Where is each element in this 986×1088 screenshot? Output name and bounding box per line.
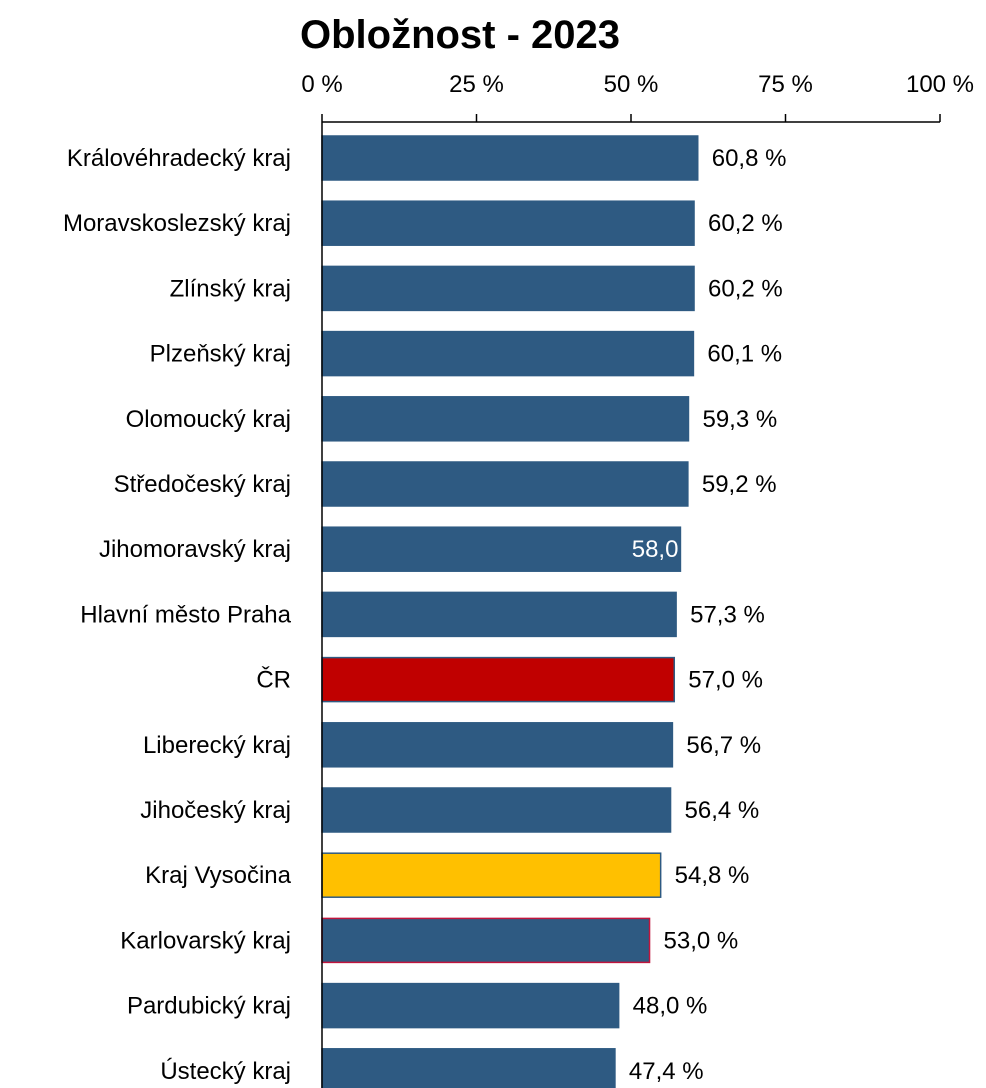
- data-label: 60,2 %: [708, 210, 783, 237]
- category-label: Jihomoravský kraj: [99, 536, 291, 563]
- data-labels: 60,8 % 60,2 % 60,2 % 60,1 % 59,3 % 59,2 % 58,0…: [629, 145, 787, 1085]
- data-label: 60,8 %: [712, 145, 787, 172]
- bar: [321, 265, 695, 312]
- category-label: Liberecký kraj: [143, 732, 291, 759]
- category-label: ČR: [256, 666, 291, 694]
- data-label: 47,4 %: [629, 1058, 704, 1085]
- bar: [321, 787, 672, 833]
- bar: [321, 591, 677, 638]
- data-label: 57,3 %: [690, 601, 765, 628]
- x-tick-label: 75 %: [758, 71, 813, 98]
- bar: [321, 526, 682, 572]
- category-label: Moravskoslezský kraj: [63, 210, 291, 237]
- x-axis: 0 % 25 % 50 % 75 % 100 %: [301, 71, 974, 123]
- data-label: 58,0: [632, 536, 679, 563]
- bar: [321, 917, 651, 964]
- category-label: Středočeský kraj: [114, 471, 291, 498]
- category-label: Ústecký kraj: [160, 1058, 291, 1085]
- chart-title: Obložnost - 2023: [300, 13, 620, 57]
- bars: [321, 135, 699, 1088]
- data-label: 48,0 %: [633, 993, 708, 1020]
- category-label: Jihočeský kraj: [140, 797, 291, 824]
- data-label: 59,2 %: [702, 471, 777, 498]
- data-label: 60,1 %: [707, 341, 782, 368]
- x-tick-label: 0 %: [301, 71, 342, 98]
- x-tick-label: 100 %: [906, 71, 974, 98]
- bar: [321, 200, 695, 246]
- bar: [321, 656, 676, 703]
- data-label: 57,0 %: [688, 667, 763, 694]
- category-label: Kraj Vysočina: [145, 862, 291, 889]
- category-labels: Královéhradecký kraj Moravskoslezský kraj…: [63, 145, 292, 1085]
- bar: [321, 852, 662, 898]
- bar: [321, 1048, 616, 1088]
- bar: [321, 722, 674, 768]
- data-label: 54,8 %: [675, 862, 750, 889]
- x-tick-label: 50 %: [604, 71, 659, 98]
- category-label: Karlovarský kraj: [120, 927, 291, 954]
- x-tick-label: 25 %: [449, 71, 504, 98]
- bar: [321, 461, 689, 507]
- category-label: Pardubický kraj: [127, 993, 291, 1020]
- bar: [321, 396, 690, 442]
- data-label: 53,0 %: [664, 927, 739, 954]
- bar: [321, 330, 695, 377]
- category-label: Olomoucký kraj: [126, 406, 291, 433]
- data-label: 56,7 %: [686, 732, 761, 759]
- data-label: 56,4 %: [685, 797, 760, 824]
- data-label: 60,2 %: [708, 275, 783, 302]
- data-label: 59,3 %: [702, 406, 777, 433]
- bar: [321, 135, 699, 181]
- category-label: Plzeňský kraj: [150, 341, 291, 368]
- category-label: Hlavní město Praha: [80, 601, 291, 628]
- category-label: Zlínský kraj: [170, 275, 291, 302]
- category-label: Královéhradecký kraj: [67, 145, 291, 172]
- bar: [321, 982, 620, 1029]
